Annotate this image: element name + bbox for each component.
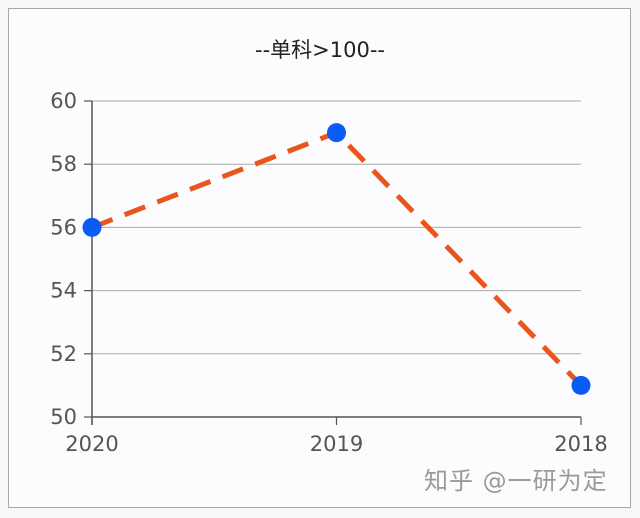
x-tick-label: 2019	[310, 432, 363, 456]
data-point-marker	[82, 217, 102, 237]
series-line	[91, 129, 583, 388]
x-axis-ticks: 2020 2019 2018	[65, 417, 608, 456]
chart-frame	[8, 8, 631, 508]
y-tick-label: 58	[50, 152, 77, 176]
axes	[91, 101, 581, 425]
x-tick-label: 2018	[554, 432, 607, 456]
y-axis-ticks: 50 52 54 56 58 60	[50, 89, 92, 429]
y-tick-label: 60	[50, 89, 77, 113]
x-tick-label: 2020	[65, 432, 118, 456]
data-series	[82, 123, 591, 395]
y-tick-label: 54	[50, 279, 77, 303]
data-point-marker	[327, 123, 346, 143]
watermark: 知乎 @一研为定	[424, 467, 608, 495]
y-tick-label: 50	[50, 405, 77, 429]
grid-lines	[92, 100, 581, 355]
chart-title: --单科>100--	[255, 38, 385, 62]
y-tick-label: 52	[50, 342, 77, 366]
data-point-marker	[571, 375, 591, 395]
y-tick-label: 56	[50, 215, 77, 239]
